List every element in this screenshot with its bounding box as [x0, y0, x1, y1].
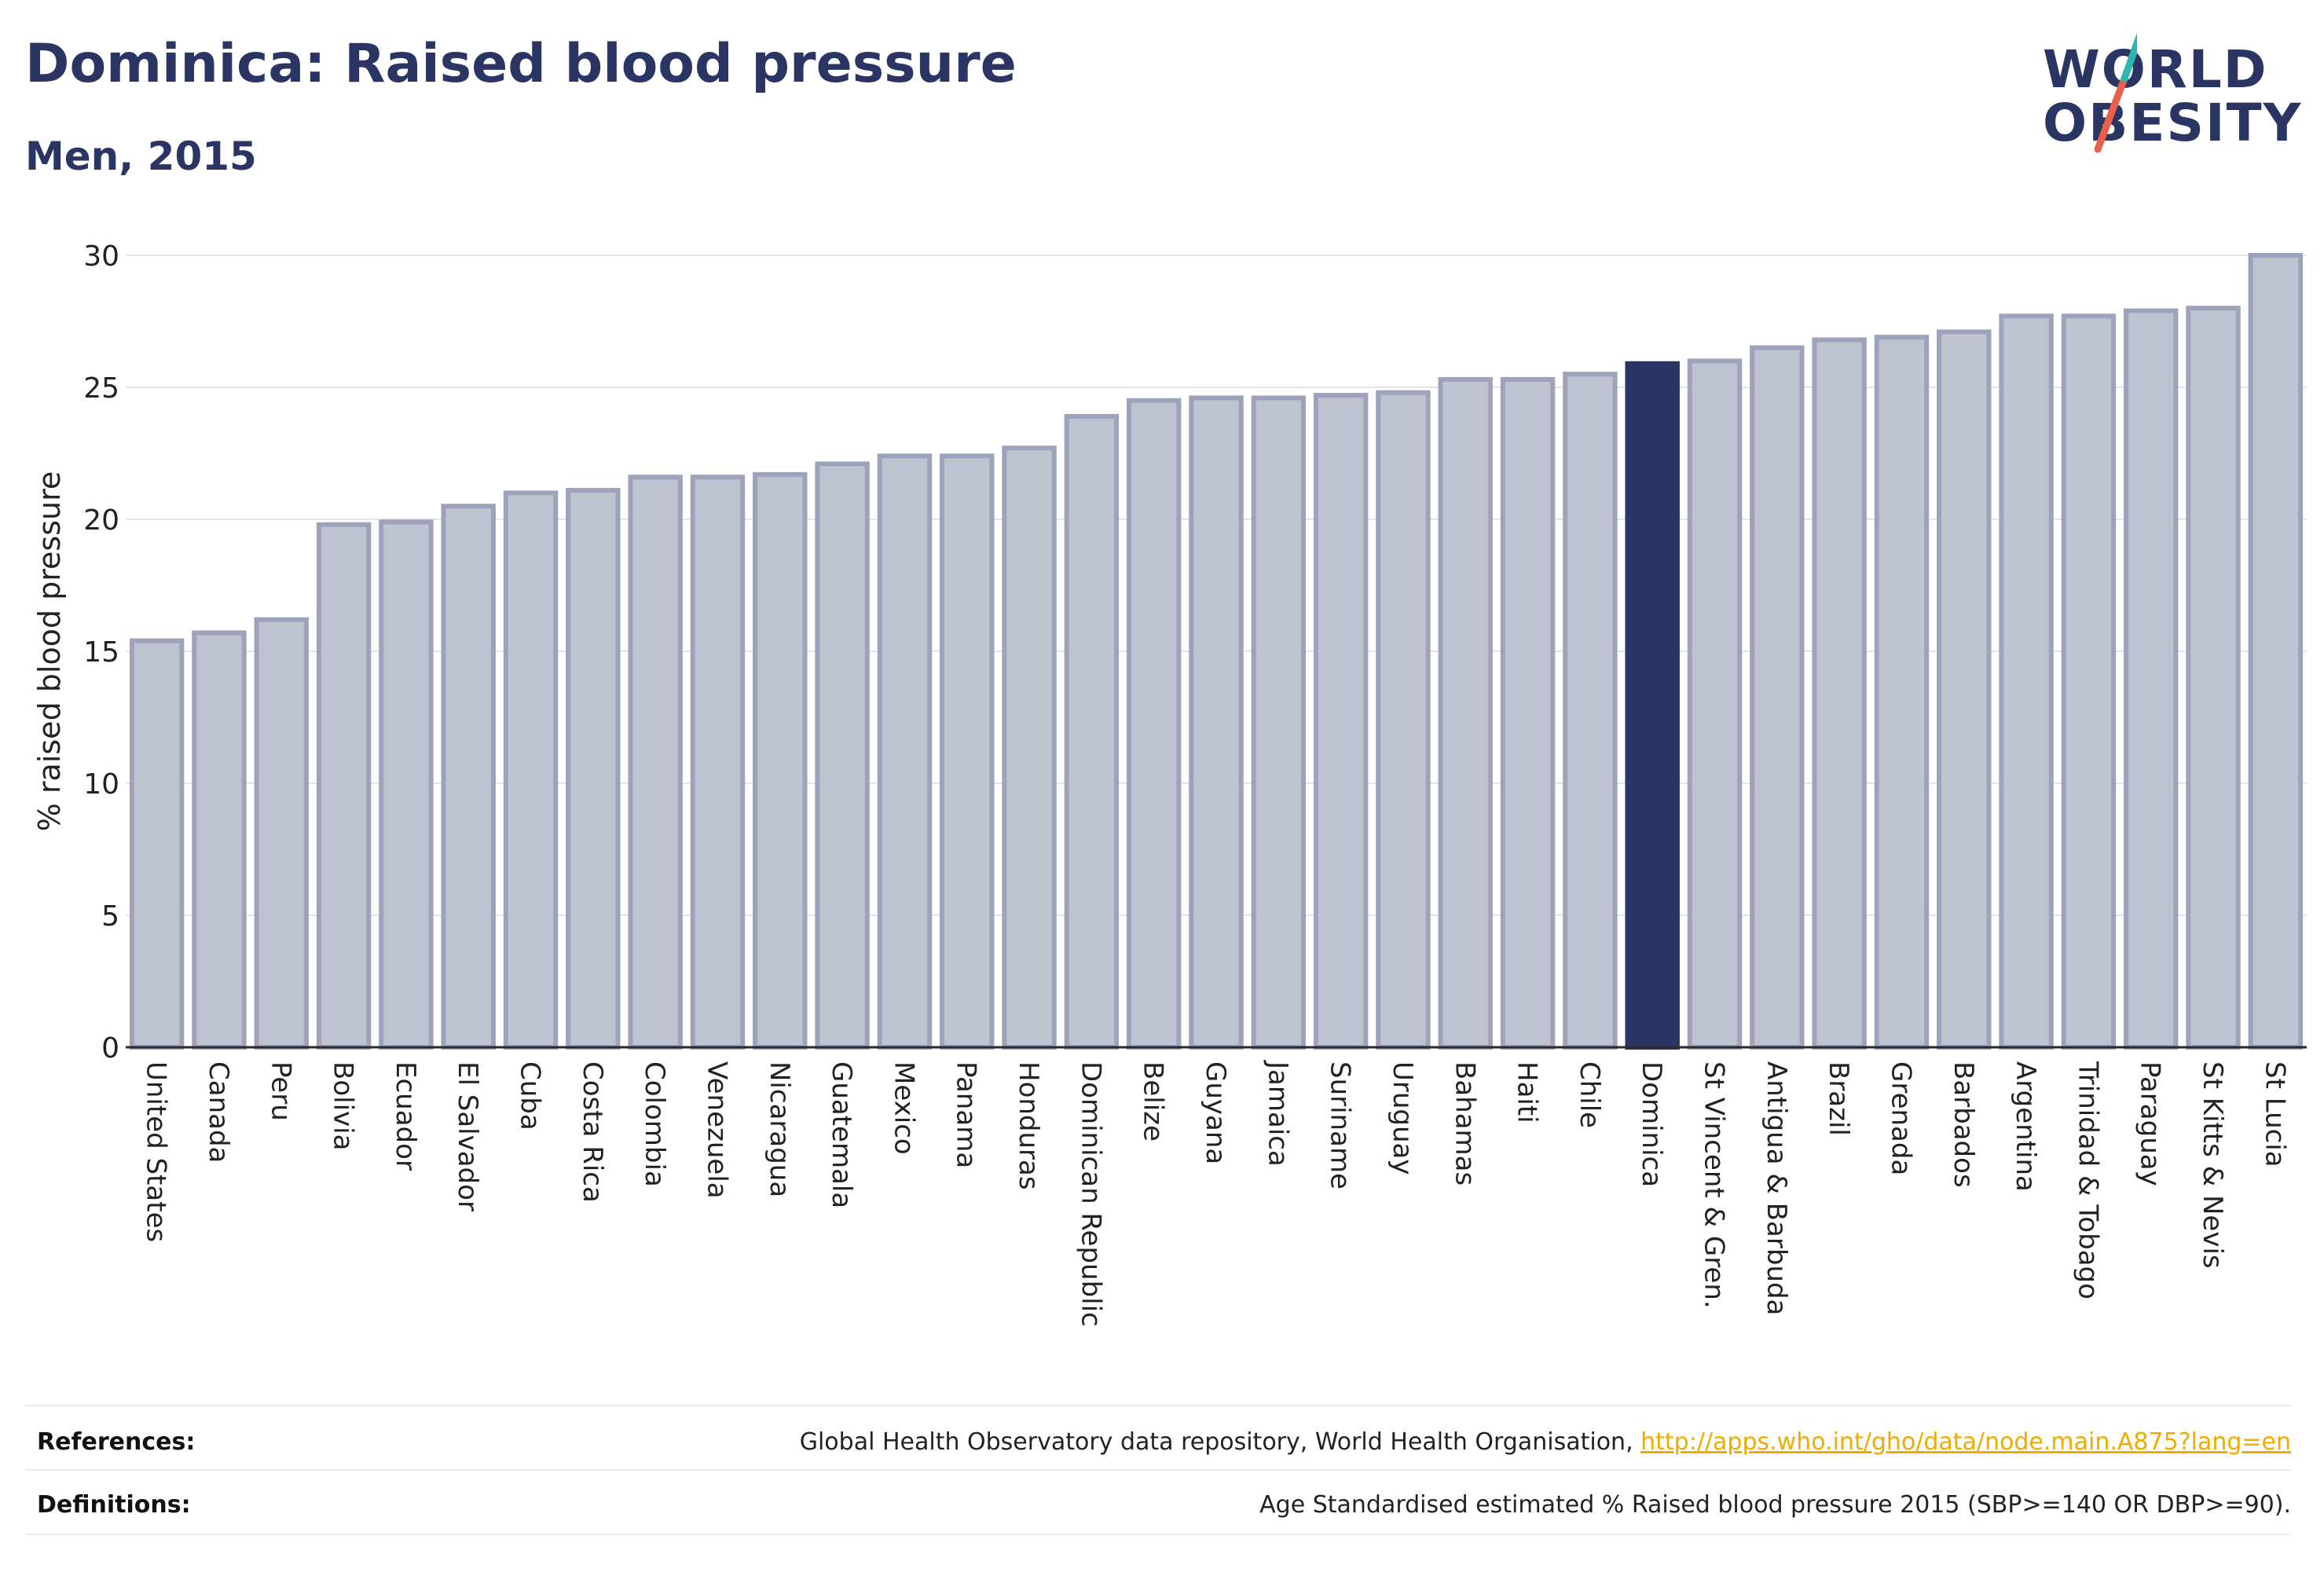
bar-chart: 0 5 10 15 20 25 30 United States Canada Peru Boli… — [32, 240, 2307, 1327]
bars — [129, 253, 2304, 1050]
bar-uruguay — [1376, 390, 1431, 1050]
bar-nicaragua — [753, 471, 808, 1050]
x-tick-label: United States — [141, 1061, 172, 1242]
bar-el-salvador — [441, 504, 496, 1050]
y-tick-label: 30 — [83, 240, 119, 273]
x-tick-label: Uruguay — [1387, 1061, 1418, 1175]
logo-slash-icon — [2094, 32, 2137, 153]
x-tick-label: Antigua & Barbuda — [1761, 1061, 1792, 1315]
y-tick-label: 25 — [83, 372, 119, 405]
x-tick-label: Barbados — [1948, 1061, 1979, 1188]
world-obesity-logo: WORLD OBESITY — [2043, 31, 2310, 173]
x-tick-label: Dominican Republic — [1075, 1061, 1106, 1327]
definitions-label: Definitions: — [37, 1491, 191, 1519]
x-tick-label: Haiti — [1512, 1061, 1543, 1123]
x-tick-label: St Lucia — [2259, 1061, 2290, 1167]
x-tick-label: Chile — [1574, 1061, 1605, 1128]
x-tick-label: Honduras — [1013, 1061, 1044, 1190]
x-tick-label: Bahamas — [1449, 1061, 1480, 1186]
x-tick-label: Bolivia — [328, 1061, 359, 1150]
x-tick-label: Venezuela — [701, 1061, 732, 1199]
x-tick-label: Ecuador — [390, 1061, 421, 1171]
x-tick-label: Dominica — [1636, 1061, 1667, 1187]
footer-definitions: Definitions: Age Standardised estimated … — [25, 1491, 2291, 1523]
x-tick-label: Paraguay — [2135, 1061, 2166, 1186]
x-tick-label: Colombia — [639, 1061, 670, 1187]
y-tick-label: 15 — [83, 636, 119, 669]
bar-united-states — [129, 638, 185, 1050]
bar-bolivia — [316, 522, 372, 1050]
bar-colombia — [628, 475, 683, 1050]
x-tick-label: St Vincent & Gren. — [1699, 1061, 1730, 1309]
x-tick-label: Grenada — [1885, 1061, 1916, 1175]
y-tick-label: 20 — [83, 504, 119, 537]
x-tick-label: Suriname — [1325, 1061, 1356, 1189]
bar-st-kitts-nevis — [2186, 306, 2241, 1050]
chart-subtitle: Men, 2015 — [25, 134, 257, 179]
bar-jamaica — [1251, 395, 1307, 1050]
x-tick-label: Canada — [203, 1061, 234, 1163]
bar-canada — [192, 630, 247, 1050]
footer-divider-bottom — [25, 1534, 2291, 1535]
x-tick-label: Guyana — [1200, 1061, 1231, 1164]
y-axis-label: % raised blood pressure — [32, 471, 67, 832]
bar-peru — [254, 617, 310, 1050]
bar-chile — [1563, 372, 1618, 1050]
y-tick-label: 5 — [101, 900, 119, 933]
bar-brazil — [1812, 337, 1867, 1050]
x-tick-label: El Salvador — [452, 1061, 483, 1211]
bar-haiti — [1500, 376, 1556, 1050]
x-tick-label: Nicaragua — [764, 1061, 795, 1197]
x-tick-label: Costa Rica — [577, 1061, 608, 1203]
references-value: Global Health Observatory data repositor… — [800, 1428, 2291, 1456]
references-label: References: — [37, 1428, 196, 1456]
y-tick-label: 10 — [83, 768, 119, 801]
x-tick-label: Mexico — [888, 1061, 919, 1155]
bar-cuba — [503, 490, 559, 1050]
footer-divider-top — [25, 1405, 2291, 1406]
footer-divider-middle — [25, 1469, 2291, 1471]
bar-argentina — [1999, 313, 2054, 1050]
bar-panama — [940, 453, 995, 1050]
bar-guatemala — [815, 461, 870, 1050]
bar-st-vincent-gren- — [1687, 358, 1743, 1050]
logo-word-obesity: OBESITY — [2043, 93, 2303, 153]
bar-mexico — [877, 453, 933, 1050]
x-tick-label: Jamaica — [1262, 1060, 1293, 1167]
x-tick-label: Panama — [951, 1061, 982, 1168]
x-tick-label: St Kitts & Nevis — [2197, 1061, 2228, 1269]
bar-guyana — [1189, 395, 1244, 1050]
bar-venezuela — [690, 475, 746, 1050]
x-tick-label: Argentina — [2010, 1061, 2041, 1192]
x-axis-labels: United States Canada Peru Bolivia Ecuador El … — [141, 1060, 2291, 1327]
bar-suriname — [1313, 393, 1369, 1050]
bar-dominica — [1625, 361, 1680, 1050]
x-tick-label: Brazil — [1823, 1061, 1854, 1136]
y-axis-ticks: 0 5 10 15 20 25 30 — [83, 240, 119, 1065]
bar-grenada — [1874, 335, 1930, 1050]
x-tick-label: Cuba — [515, 1061, 546, 1131]
bar-ecuador — [379, 519, 434, 1050]
chart-title: Dominica: Raised blood pressure — [25, 33, 1017, 95]
bar-barbados — [1937, 329, 1992, 1050]
bar-honduras — [1002, 445, 1057, 1050]
bar-trinidad-tobago — [2061, 313, 2117, 1050]
definitions-text: Age Standardised estimated % Raised bloo… — [1259, 1491, 2291, 1519]
x-tick-label: Trinidad & Tobago — [2072, 1061, 2103, 1299]
bar-belize — [1126, 398, 1182, 1050]
bar-st-lucia — [2248, 253, 2304, 1050]
x-tick-label: Peru — [265, 1061, 296, 1121]
logo-word-world: WORLD — [2043, 39, 2268, 100]
y-tick-label: 0 — [101, 1032, 119, 1065]
x-tick-label: Guatemala — [826, 1061, 857, 1208]
x-tick-label: Belize — [1138, 1061, 1169, 1142]
bar-bahamas — [1438, 376, 1493, 1050]
references-link[interactable]: http://apps.who.int/gho/data/node.main.A… — [1640, 1428, 2291, 1456]
bar-dominican-republic — [1064, 413, 1120, 1050]
references-text: Global Health Observatory data repositor… — [799, 1428, 1641, 1456]
bar-paraguay — [2123, 308, 2179, 1050]
bar-costa-rica — [566, 488, 621, 1050]
bar-antigua-barbuda — [1750, 345, 1805, 1050]
footer-references: References: Global Health Observatory da… — [25, 1428, 2291, 1460]
